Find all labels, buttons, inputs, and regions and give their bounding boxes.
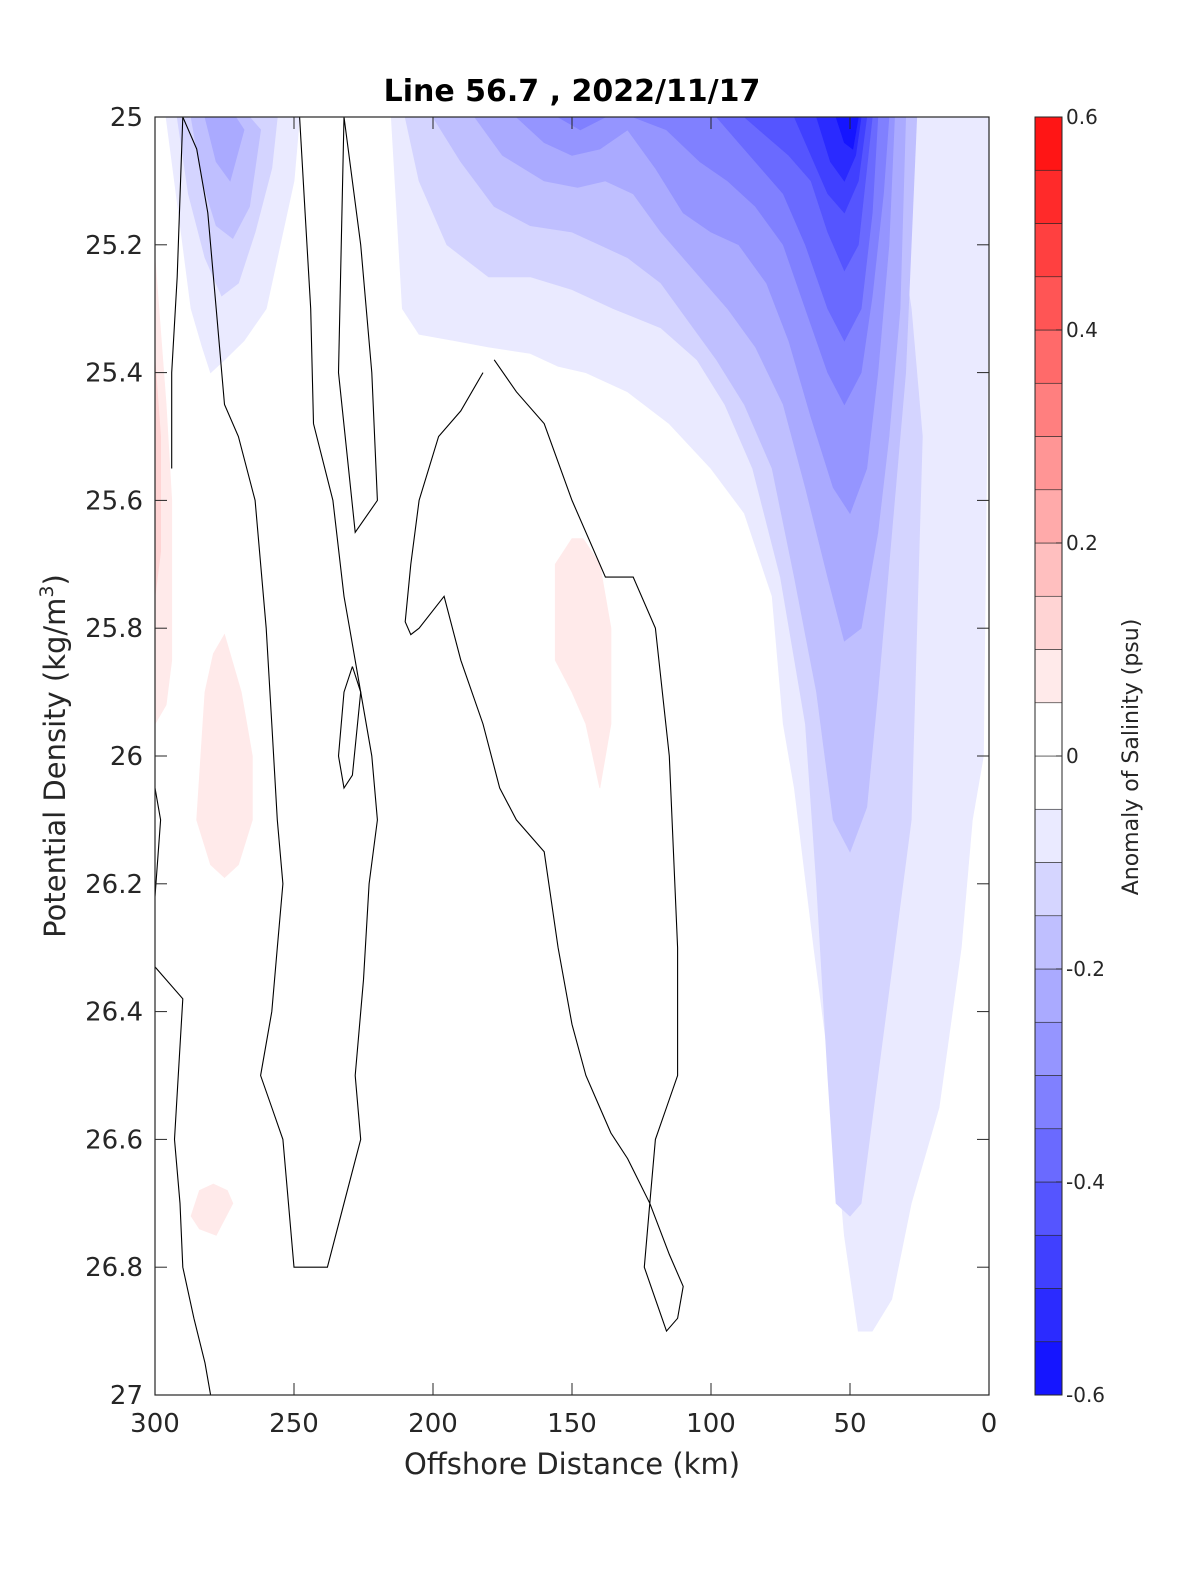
y-tick-label-6: 26.2	[85, 870, 143, 900]
filled-contour-regions	[155, 117, 989, 1332]
colorbar-band-13	[1034, 649, 1063, 704]
y-axis-label: Potential Density (kg/m3)	[36, 574, 72, 938]
y-tick-label-8: 26.6	[85, 1125, 143, 1155]
colorbar-band-12	[1034, 702, 1063, 757]
colorbar-band-8	[1034, 915, 1063, 970]
y-axis-ticks: 25 25.2 25.4 25.6 25.8 26 26.2 26.4 26.6 26.8 27	[85, 103, 989, 1411]
x-axis-label: Offshore Distance (km)	[404, 1447, 740, 1481]
colorbar-band-22	[1034, 169, 1063, 224]
chart-title: Line 56.7 , 2022/11/17	[384, 74, 761, 109]
colorbar-tick-label-5: -0.4	[1066, 1170, 1105, 1194]
colorbar-tick-label-4: -0.2	[1066, 957, 1105, 981]
zero-contour-line-3	[182, 117, 378, 1268]
x-axis-ticks: 300 250 200 150 100 50 0	[130, 117, 997, 1439]
contour-region-15	[155, 257, 173, 725]
y-tick-label-9: 26.8	[85, 1253, 143, 1283]
contour-region-2	[190, 117, 262, 240]
colorbar-label: Anomaly of Salinity (psu)	[1119, 619, 1144, 896]
y-tick-label-4: 25.8	[85, 614, 143, 644]
colorbar-band-20	[1034, 276, 1063, 331]
x-tick-label-1: 250	[269, 1409, 319, 1439]
colorbar-band-1	[1034, 1288, 1063, 1343]
colorbar-band-5	[1034, 1075, 1063, 1130]
zero-contour-lines	[155, 117, 684, 1395]
colorbar-tick-label-2: 0.2	[1066, 531, 1098, 555]
colorbar-band-3	[1034, 1181, 1063, 1236]
zero-contour-line-6	[404, 359, 684, 1333]
y-tick-label-3: 25.6	[85, 486, 143, 516]
x-tick-label-4: 100	[686, 1409, 736, 1439]
colorbar-band-23	[1034, 116, 1063, 171]
x-tick-label-0: 300	[130, 1409, 180, 1439]
contour-region-14	[835, 117, 859, 150]
colorbar-band-4	[1034, 1128, 1063, 1183]
zero-contour-line-5	[337, 666, 362, 790]
y-axis-label-superscript: 3	[36, 585, 58, 597]
x-tick-label-2: 200	[408, 1409, 458, 1439]
colorbar-band-15	[1034, 542, 1063, 597]
zero-contour-line-4	[337, 117, 378, 534]
y-axis-label-main: Potential Density (kg/m	[38, 598, 72, 938]
zero-contour-line-0	[171, 117, 184, 469]
colorbar-ticks: 0.6 0.4 0.2 0 -0.2 -0.4 -0.6	[1056, 105, 1105, 1407]
colorbar-band-6	[1034, 1021, 1063, 1076]
colorbar-band-21	[1034, 223, 1063, 278]
colorbar-band-11	[1034, 755, 1063, 810]
y-tick-label-7: 26.4	[85, 998, 143, 1028]
colorbar-band-14	[1034, 595, 1063, 650]
y-tick-label-2: 25.4	[85, 359, 143, 389]
colorbar-band-19	[1034, 329, 1063, 384]
colorbar-band-0	[1034, 1341, 1063, 1396]
zero-contour-line-1	[155, 787, 162, 897]
contour-region-17	[196, 633, 253, 878]
x-tick-label-6: 0	[981, 1409, 998, 1439]
y-tick-label-10: 27	[110, 1381, 143, 1411]
colorbar-tick-label-3: 0	[1066, 744, 1079, 768]
y-axis-label-suffix: )	[38, 574, 72, 585]
zero-contour-line-2	[155, 966, 239, 1395]
contour-region-19	[190, 1183, 234, 1236]
y-tick-label-0: 25	[110, 103, 143, 133]
colorbar-tick-label-1: 0.4	[1066, 318, 1098, 342]
colorbar-tick-label-6: -0.6	[1066, 1383, 1105, 1407]
colorbar-band-10	[1034, 808, 1063, 863]
contour-region-18	[554, 538, 612, 789]
y-tick-label-5: 26	[110, 742, 143, 772]
x-tick-label-5: 50	[833, 1409, 866, 1439]
colorbar-tick-label-0: 0.6	[1066, 105, 1098, 129]
colorbar	[1034, 116, 1063, 1396]
x-tick-label-3: 150	[547, 1409, 597, 1439]
colorbar-band-2	[1034, 1234, 1063, 1289]
contour-region-3	[204, 117, 245, 182]
contour-region-16	[155, 359, 162, 597]
colorbar-band-16	[1034, 489, 1063, 544]
colorbar-band-18	[1034, 382, 1063, 437]
colorbar-band-7	[1034, 968, 1063, 1023]
colorbar-band-9	[1034, 862, 1063, 917]
colorbar-band-17	[1034, 436, 1063, 491]
y-tick-label-1: 25.2	[85, 231, 143, 261]
